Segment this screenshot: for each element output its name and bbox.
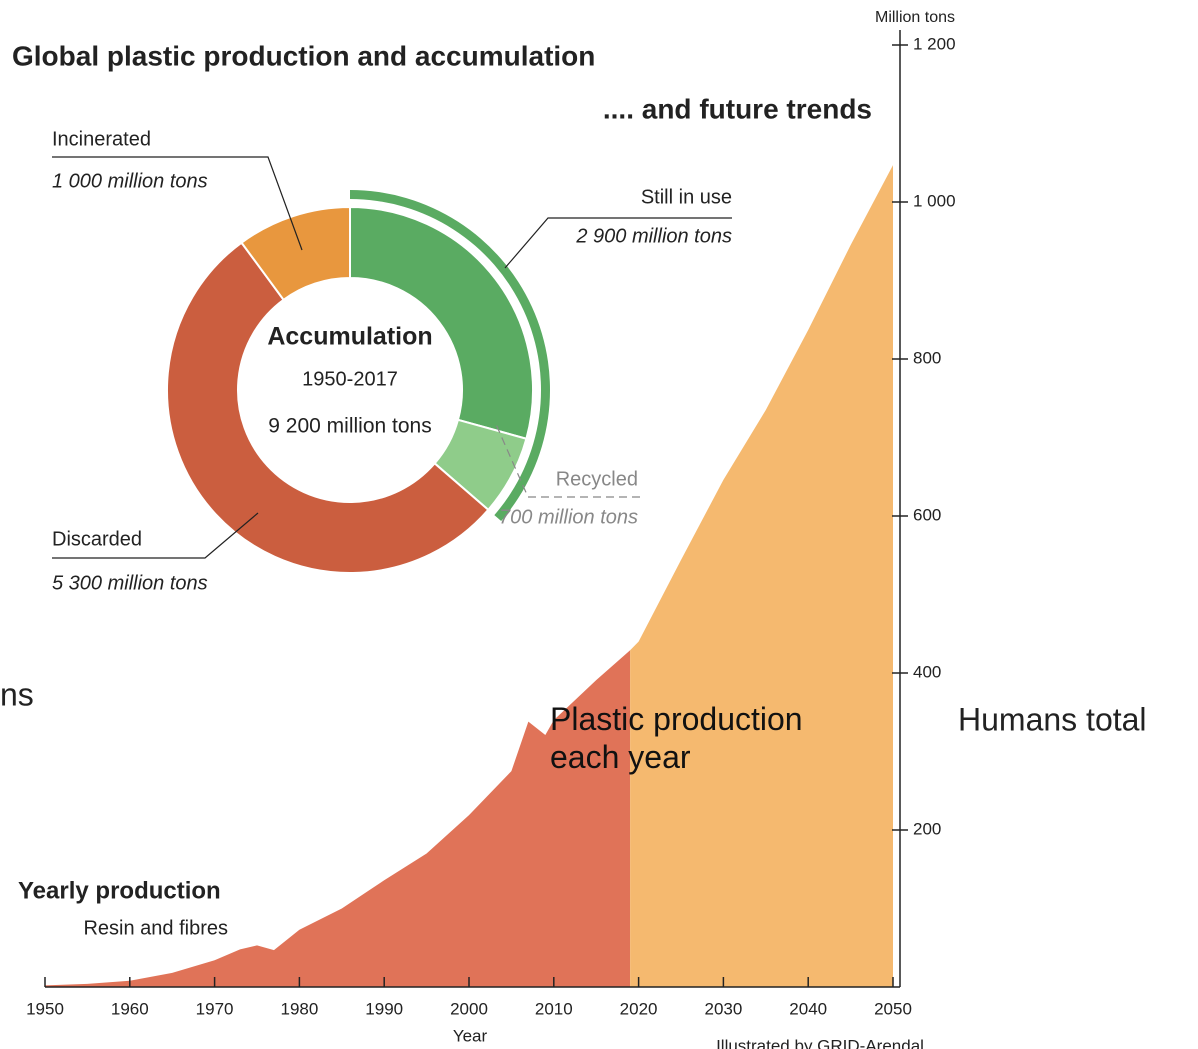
x-tick-label: 2050: [874, 999, 912, 1018]
segment-value-label: 2 900 million tons: [575, 225, 732, 247]
leader-line: [504, 217, 732, 269]
donut-total: 9 200 million tons: [268, 415, 431, 438]
x-tick-label: 2040: [789, 999, 827, 1018]
y-tick-label: 200: [913, 819, 941, 838]
annotation: Plastic production each year: [550, 701, 803, 775]
leader-line: [52, 512, 259, 559]
leader-line: [52, 156, 303, 251]
donut: Accumulation 1950-2017 9 200 million tons: [166, 190, 550, 575]
y-tick-label: 1 200: [913, 34, 956, 53]
annotation: ns: [0, 676, 34, 712]
segment-value-label: 1 000 million tons: [52, 170, 208, 192]
segment-name: Still in use: [641, 186, 732, 208]
x-tick-label: 1950: [26, 999, 64, 1018]
segment-value-label: 700 million tons: [499, 506, 638, 528]
area: [630, 165, 893, 988]
series-sublabel: Resin and fibres: [83, 917, 228, 939]
x-tick-label: 2010: [535, 999, 573, 1018]
donut-segment: [240, 205, 351, 302]
segment-name: Discarded: [52, 528, 142, 550]
annotation-box: Plastic production each year: [550, 701, 803, 775]
y-axis-label: Million tons: [875, 9, 955, 26]
segment-name: Incinerated: [52, 128, 151, 150]
plot: 1950 1960 1970 1980 1990 2000 2010 2020 2030 2040…: [26, 30, 956, 1018]
y-tick-label: 800: [913, 348, 941, 367]
area: [45, 650, 631, 987]
x-tick-label: 2020: [620, 999, 658, 1018]
leaders: [52, 156, 732, 559]
chart-title: Global plastic production and accumulati…: [12, 40, 595, 71]
donut-labels: Still in use 2 900 million tons Recycled 70…: [52, 128, 732, 594]
x-axis-label: Year: [453, 1026, 488, 1045]
x-tick-label: 2000: [450, 999, 488, 1018]
leader-line: [494, 421, 640, 498]
donut-title: Accumulation: [267, 323, 432, 351]
x-tick-label: 1960: [111, 999, 149, 1018]
y-tick-label: 400: [913, 662, 941, 681]
y-tick-label: 1 000: [913, 191, 956, 210]
x-tick-label: 1980: [280, 999, 318, 1018]
segment-value-label: 5 300 million tons: [52, 572, 208, 594]
chart-subtitle: .... and future trends: [603, 93, 872, 124]
donut-segment: [166, 241, 490, 575]
donut-segment: [349, 205, 534, 440]
series-label: Yearly production: [18, 877, 221, 904]
y-tick-label: 600: [913, 505, 941, 524]
x-tick-label: 2030: [704, 999, 742, 1018]
annotation: Humans total: [958, 701, 1147, 737]
x-tick-label: 1990: [365, 999, 403, 1018]
segment-name: Recycled: [556, 468, 638, 490]
credit: Illustrated by GRID-Arendal: [716, 1036, 924, 1049]
x-tick-label: 1970: [196, 999, 234, 1018]
donut-subtitle: 1950-2017: [302, 368, 398, 390]
